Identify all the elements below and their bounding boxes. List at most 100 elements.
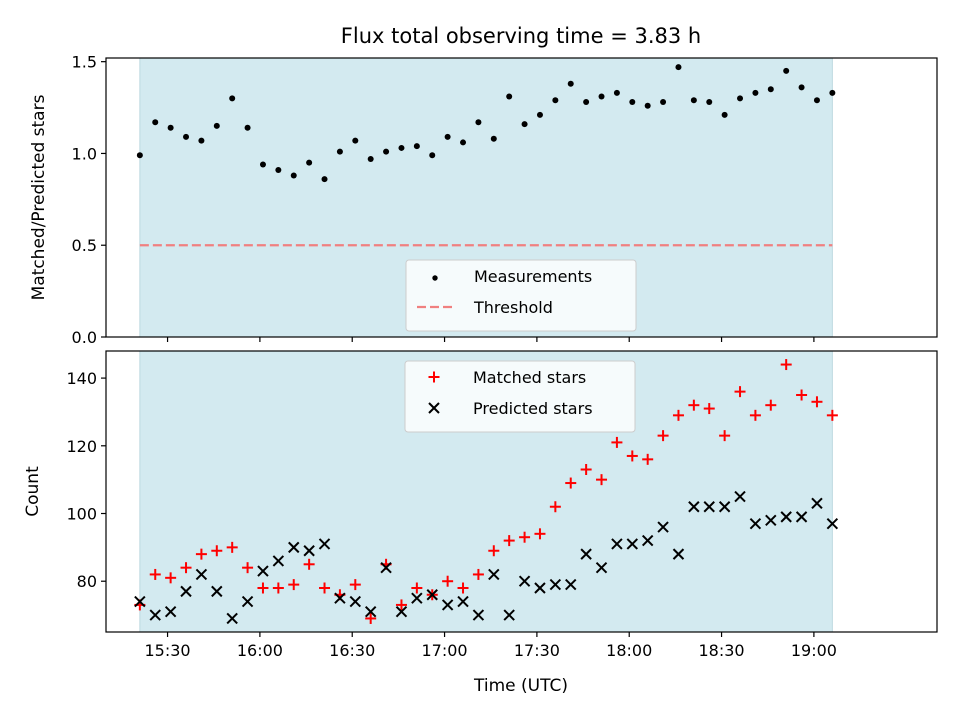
data-point: [534, 582, 546, 594]
data-point: [583, 99, 590, 106]
data-point: [595, 561, 608, 574]
data-point: [536, 111, 543, 118]
data-point: [211, 545, 223, 557]
y-axis-label: Count: [23, 466, 43, 517]
data-point: [195, 568, 208, 581]
data-point: [472, 568, 484, 580]
data-point: [749, 409, 761, 421]
y-tick-label: 0.5: [72, 236, 97, 255]
data-point: [272, 555, 285, 567]
data-point: [303, 558, 315, 570]
data-point: [442, 575, 454, 587]
data-point: [165, 572, 177, 584]
data-point: [749, 517, 762, 530]
data-point: [380, 561, 392, 574]
data-point: [288, 541, 300, 554]
data-point: [613, 89, 620, 96]
data-point: [811, 497, 823, 510]
data-point: [413, 143, 420, 150]
data-point: [765, 399, 777, 411]
data-point: [180, 562, 192, 574]
data-point: [657, 430, 669, 442]
ratio-panel: 0.0 0.5 1.0 1.5 Matched/Predicted stars Measu…: [29, 53, 938, 347]
y-tick-label: 80: [77, 572, 97, 591]
data-point: [703, 403, 715, 415]
data-point: [829, 89, 836, 96]
legend-item: Predicted stars: [428, 399, 593, 418]
series-matched-stars: [134, 359, 838, 624]
data-point: [152, 119, 159, 126]
data-point: [596, 474, 608, 486]
data-point: [798, 84, 805, 91]
data-point: [767, 86, 774, 93]
data-point: [795, 511, 808, 523]
y-axis-label: Matched/Predicted stars: [29, 94, 49, 300]
data-point: [365, 612, 377, 624]
data-point: [811, 396, 823, 408]
y-tick-label: 1.0: [72, 144, 97, 163]
y-tick-label: 100: [66, 505, 97, 524]
legend-label: Predicted stars: [473, 399, 593, 418]
data-point: [611, 538, 623, 550]
data-point: [706, 99, 713, 106]
x-tick-label: 19:00: [791, 641, 837, 660]
data-point: [241, 595, 254, 608]
data-point: [672, 409, 684, 421]
data-point: [752, 89, 759, 96]
data-point: [213, 122, 220, 129]
data-point: [488, 545, 500, 557]
data-point: [688, 399, 700, 411]
data-point: [364, 605, 377, 618]
y-tick-label: 140: [66, 369, 97, 388]
data-point: [518, 575, 531, 587]
data-point: [611, 436, 623, 448]
data-point: [411, 582, 423, 594]
data-point: [288, 579, 300, 591]
x-tick-label: 16:00: [237, 641, 283, 660]
data-point: [167, 124, 174, 131]
legend-label: Threshold: [473, 298, 553, 317]
y-tick-label: 120: [66, 437, 97, 456]
data-point: [429, 152, 436, 159]
data-point: [318, 538, 331, 550]
data-point: [242, 562, 254, 574]
series-measurements: [136, 64, 836, 183]
data-point: [813, 97, 820, 104]
data-point: [719, 430, 731, 442]
data-point: [183, 133, 190, 140]
data-point: [826, 409, 838, 421]
chart-title: Flux total observing time = 3.83 h: [341, 24, 701, 48]
data-point: [734, 386, 746, 398]
data-point: [398, 144, 405, 151]
data-point: [565, 578, 577, 591]
series-predicted-stars: [134, 490, 839, 625]
data-point: [780, 511, 792, 523]
data-point: [629, 99, 636, 106]
data-point: [644, 102, 651, 109]
data-point: [211, 585, 223, 598]
data-point: [367, 155, 374, 162]
data-point: [319, 582, 331, 594]
x-tick-label: 18:30: [699, 641, 745, 660]
data-point: [244, 124, 251, 131]
data-point: [349, 595, 362, 608]
data-point: [688, 501, 700, 513]
data-point: [580, 548, 592, 560]
data-point: [721, 111, 728, 118]
data-point: [257, 582, 269, 594]
count-panel: 80 100 120 140 15:30 16:00 16:30 17:00 17:30 18:0…: [23, 350, 938, 660]
data-point: [642, 453, 654, 465]
data-point: [180, 585, 192, 598]
data-point: [134, 595, 146, 608]
data-point: [641, 534, 654, 547]
data-point: [321, 176, 328, 183]
data-point: [472, 609, 485, 621]
legend-item: Measurements: [432, 267, 592, 286]
axes-frame: [105, 57, 938, 338]
data-point: [703, 501, 715, 513]
x-tick-label: 17:30: [514, 641, 560, 660]
data-point: [136, 152, 143, 159]
data-point: [780, 359, 792, 371]
data-point: [488, 568, 500, 581]
